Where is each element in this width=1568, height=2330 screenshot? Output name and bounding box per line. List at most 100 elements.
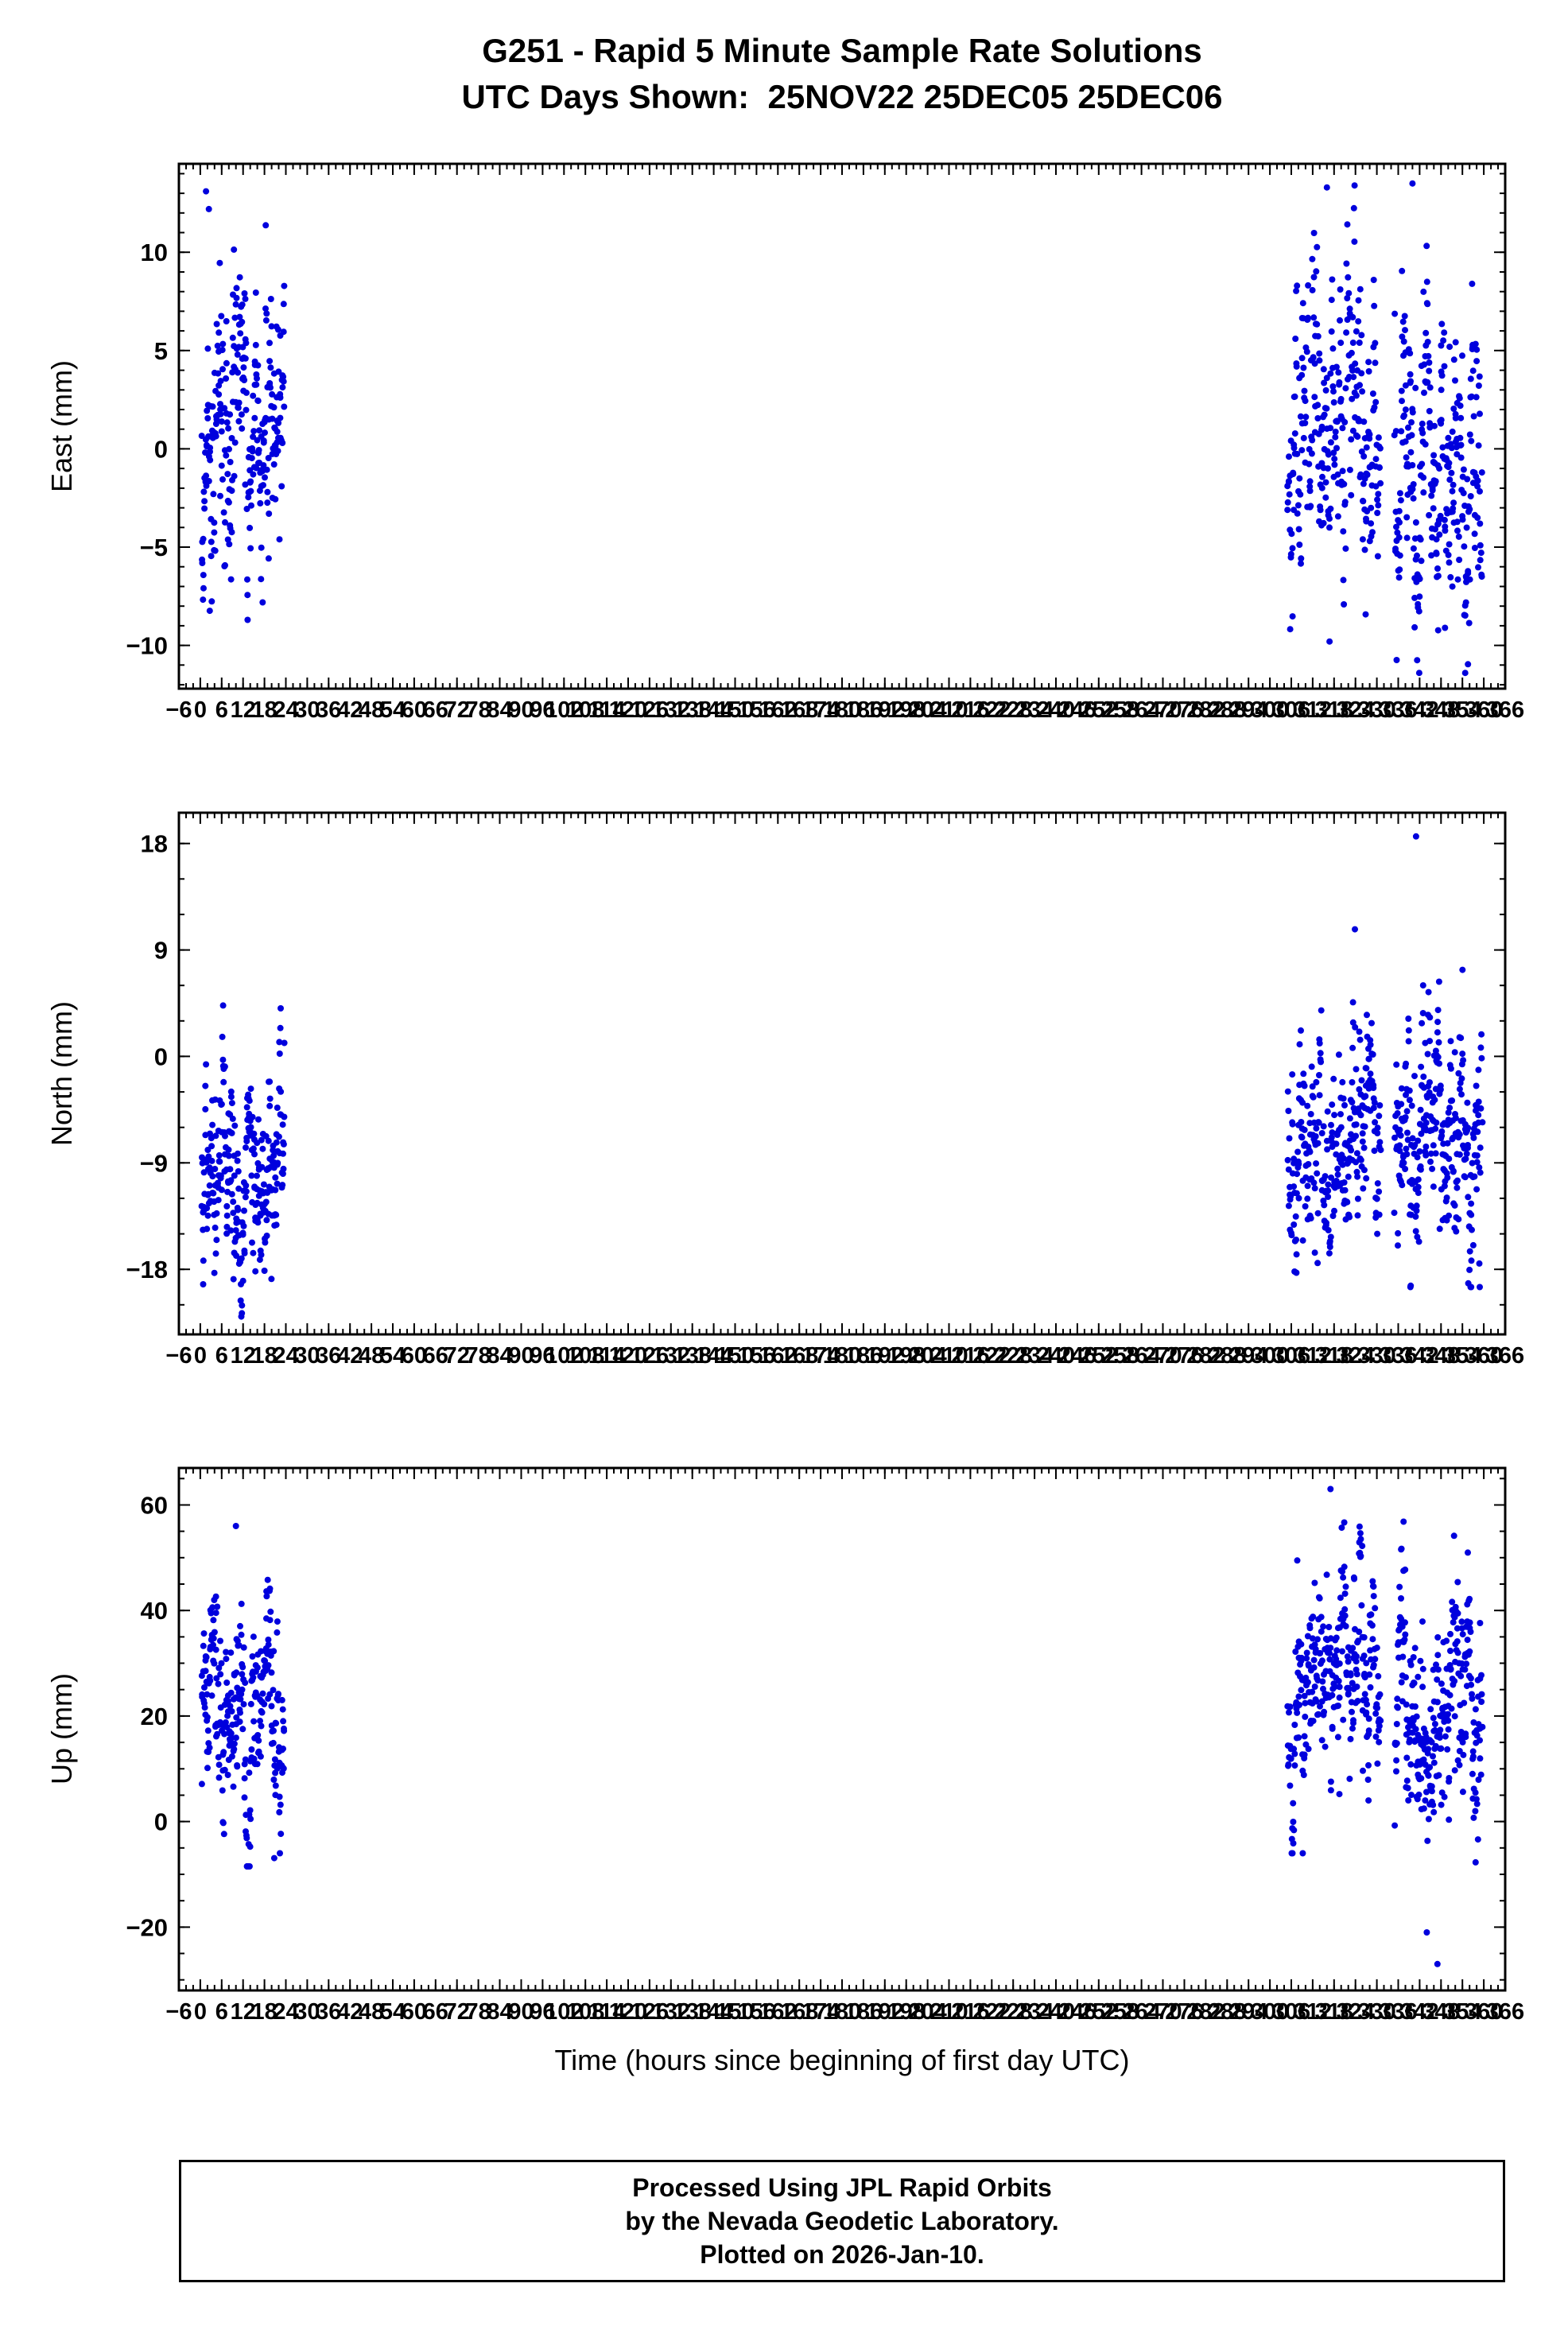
east-x-tick-labels: −6 0 6 121824303642485460667278849096102108…	[165, 697, 1524, 723]
up-x-tick-labels: −6 0 6 121824303642485460667278849096102108…	[165, 1999, 1524, 2025]
svg-text:144: 144	[694, 1999, 732, 2025]
svg-text:252: 252	[1080, 1999, 1118, 2025]
svg-text:168: 168	[780, 697, 818, 723]
svg-text:60: 60	[402, 1999, 427, 2025]
svg-text:264: 264	[1122, 1343, 1160, 1369]
svg-text:150: 150	[716, 1999, 754, 2025]
chart-title: G251 - Rapid 5 Minute Sample Rate Soluti…	[482, 32, 1202, 69]
svg-text:360: 360	[1465, 1999, 1503, 2025]
svg-text:210: 210	[930, 1999, 968, 2025]
svg-text:210: 210	[930, 1343, 968, 1369]
svg-text:366: 366	[1486, 697, 1524, 723]
svg-text:84: 84	[487, 697, 512, 723]
svg-text:324: 324	[1337, 1343, 1375, 1369]
svg-text:0: 0	[194, 697, 207, 723]
svg-text:156: 156	[737, 1343, 775, 1369]
svg-text:246: 246	[1058, 1999, 1096, 2025]
north-x-tick-labels: −6 0 6 121824303642485460667278849096102108…	[165, 1343, 1524, 1369]
svg-text:156: 156	[737, 1999, 775, 2025]
svg-text:186: 186	[844, 1343, 883, 1369]
svg-text:90: 90	[508, 1999, 534, 2025]
svg-text:360: 360	[1465, 1343, 1503, 1369]
svg-text:108: 108	[566, 697, 604, 723]
svg-text:0: 0	[194, 1999, 207, 2025]
svg-text:174: 174	[801, 1343, 840, 1369]
svg-text:348: 348	[1422, 697, 1460, 723]
svg-text:246: 246	[1058, 697, 1096, 723]
svg-text:5: 5	[154, 337, 168, 365]
east-y-tick-labels: −10 −5 0 5 10	[126, 239, 168, 659]
svg-text:366: 366	[1486, 1343, 1524, 1369]
svg-text:192: 192	[866, 1343, 904, 1369]
credit-line-date: Plotted on 2026-Jan-10.	[700, 2240, 984, 2269]
svg-text:150: 150	[716, 697, 754, 723]
svg-text:102: 102	[545, 697, 583, 723]
svg-text:42: 42	[337, 1999, 363, 2025]
svg-text:60: 60	[402, 1343, 427, 1369]
processing-credit-box: Processed Using JPL Rapid Orbits by the …	[179, 2160, 1505, 2282]
svg-text:0: 0	[194, 1343, 207, 1369]
svg-text:312: 312	[1294, 1343, 1332, 1369]
svg-text:276: 276	[1165, 697, 1203, 723]
up-plot-frame	[177, 1466, 1507, 1992]
svg-text:216: 216	[951, 697, 989, 723]
svg-text:240: 240	[1037, 1343, 1075, 1369]
svg-text:282: 282	[1186, 1999, 1225, 2025]
svg-text:222: 222	[972, 1999, 1011, 2025]
svg-text:90: 90	[508, 1343, 534, 1369]
svg-text:126: 126	[631, 697, 669, 723]
svg-text:78: 78	[465, 1343, 491, 1369]
svg-text:282: 282	[1186, 1343, 1225, 1369]
svg-text:330: 330	[1357, 1343, 1395, 1369]
svg-text:216: 216	[951, 1343, 989, 1369]
svg-text:180: 180	[823, 1343, 861, 1369]
svg-text:204: 204	[908, 697, 946, 723]
up-y-tick-labels: −20 0 20 40 60	[126, 1492, 168, 1942]
svg-text:66: 66	[423, 1343, 448, 1369]
svg-text:348: 348	[1422, 1343, 1460, 1369]
up-scatter-points	[198, 1485, 1486, 1967]
svg-text:240: 240	[1037, 1999, 1075, 2025]
svg-text:48: 48	[359, 697, 384, 723]
svg-text:10: 10	[141, 239, 168, 266]
svg-text:216: 216	[951, 1999, 989, 2025]
svg-text:132: 132	[652, 1999, 690, 2025]
chart-subtitle-utc-days: UTC Days Shown: 25NOV22 25DEC05 25DEC06	[461, 78, 1223, 115]
svg-text:54: 54	[380, 1343, 406, 1369]
svg-text:228: 228	[994, 697, 1032, 723]
svg-text:198: 198	[887, 1999, 926, 2025]
svg-text:138: 138	[673, 697, 712, 723]
svg-text:300: 300	[1251, 1343, 1289, 1369]
svg-text:24: 24	[273, 697, 298, 723]
svg-text:18: 18	[141, 830, 168, 858]
svg-text:198: 198	[887, 697, 926, 723]
svg-text:42: 42	[337, 1343, 363, 1369]
svg-text:−18: −18	[126, 1256, 168, 1283]
svg-text:60: 60	[141, 1492, 168, 1520]
svg-text:270: 270	[1143, 1999, 1182, 2025]
svg-text:30: 30	[294, 1343, 320, 1369]
svg-text:12: 12	[231, 1343, 256, 1369]
svg-text:20: 20	[141, 1703, 168, 1730]
svg-text:258: 258	[1101, 1343, 1139, 1369]
svg-text:114: 114	[588, 697, 626, 723]
svg-text:36: 36	[316, 1999, 341, 2025]
svg-text:9: 9	[154, 937, 168, 965]
svg-text:348: 348	[1422, 1999, 1460, 2025]
svg-text:228: 228	[994, 1999, 1032, 2025]
north-axis-ticks	[178, 813, 1506, 1334]
svg-text:72: 72	[444, 697, 470, 723]
svg-text:48: 48	[359, 1999, 384, 2025]
svg-text:114: 114	[588, 1999, 626, 2025]
svg-text:204: 204	[908, 1999, 946, 2025]
credit-line-orbits: Processed Using JPL Rapid Orbits	[632, 2173, 1052, 2202]
svg-text:0: 0	[154, 1043, 168, 1070]
svg-text:336: 336	[1379, 1343, 1417, 1369]
svg-text:354: 354	[1443, 697, 1481, 723]
time-axis-label: Time (hours since beginning of first day…	[554, 2044, 1130, 2076]
east-scatter-points	[198, 180, 1485, 677]
up-plot: −6 0 6 121824303642485460667278849096102108…	[126, 1466, 1524, 2025]
svg-text:342: 342	[1400, 1343, 1438, 1369]
svg-text:330: 330	[1357, 1999, 1395, 2025]
